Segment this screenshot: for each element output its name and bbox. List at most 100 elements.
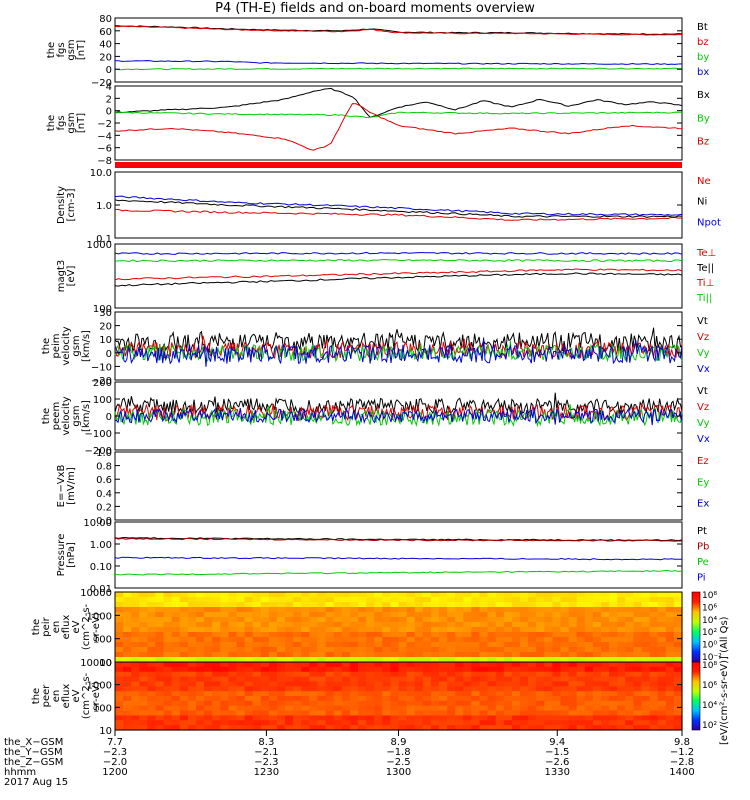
spectrogram-cell [236,657,246,663]
spectrogram-cell [236,647,246,653]
spectrogram-cell [584,607,594,613]
spectrogram-cell [592,642,602,648]
spectrogram-cell [374,602,383,608]
spectrogram-cell [333,637,343,643]
spectrogram-cell [115,676,124,683]
spectrogram-cell [268,627,278,633]
spectrogram-cell [123,662,132,668]
spectrogram-cell [641,622,651,628]
spectrogram-cell [260,652,270,658]
spectrogram-cell [268,652,278,658]
spectrogram-cell [123,705,132,712]
spectrogram-cell [439,652,448,658]
y-tick-label: 1.0 [96,448,112,459]
spectrogram-cell [463,686,472,692]
spectrogram-cell [277,592,286,598]
spectrogram-cell [479,696,489,702]
spectrogram-cell [147,642,157,648]
spectrogram-cell [358,671,367,678]
spectrogram-cell [252,700,262,707]
legend-entry: Vx [697,364,710,375]
spectrogram-cell [576,686,586,692]
spectrogram-cell [641,700,651,707]
spectrogram-cell [641,642,651,648]
spectrogram-cell [123,622,132,628]
spectrogram-cell [341,666,351,673]
spectrogram-cell [277,607,286,613]
spectrogram-cell [252,671,262,678]
spectrogram-cell [244,597,254,603]
spectrogram-cell [471,691,481,697]
spectrogram-cell [657,607,667,613]
spectrogram-cell [414,691,424,697]
spectrogram-cell [301,652,310,658]
spectrogram-cell [179,686,189,692]
spectrogram-cell [131,657,140,663]
spectrogram-cell [536,592,545,598]
spectrogram-cell [147,666,157,673]
spectrogram-cell [560,607,570,613]
spectrogram-cell [374,647,383,653]
spectrogram-cell [544,642,553,648]
spectrogram-cell [115,647,124,653]
spectrogram-cell [236,627,246,633]
spectrogram-cell [228,686,238,692]
spectrogram-cell [657,652,667,658]
spectrogram-cell [179,710,189,717]
spectrogram-cell [171,612,181,618]
spectrogram-cell [430,715,440,721]
spectrogram-cell [147,622,157,628]
series-line-ni [114,199,683,218]
spectrogram-cell [366,676,375,683]
spectrogram-cell [520,652,529,658]
spectrogram-cell [293,715,302,721]
spectrogram-cell [536,637,545,643]
spectrogram-cell [609,681,618,687]
spectrogram-cell [552,691,562,697]
spectrogram-cell [155,720,165,726]
spectrogram-cell [536,662,545,668]
y-tick-label: −20 [91,78,112,89]
spectrogram-cell [665,671,675,678]
spectrogram-cell [398,617,408,623]
spectrogram-cell [584,691,594,697]
spectrogram-cell [520,597,529,603]
spectrogram-cell [503,686,513,692]
spectrogram-cell [673,686,683,692]
spectrogram-cell [609,725,618,731]
spectrogram-cell [398,671,408,678]
spectrogram-cell [495,686,505,692]
spectrogram-cell [455,686,464,692]
spectrogram-cell [617,657,626,663]
spectrogram-cell [592,637,602,643]
spectrogram-cell [609,622,618,628]
spectrogram-cell [584,612,594,618]
spectrogram-cell [576,652,586,658]
spectrogram-cell [592,705,602,712]
spectrogram-cell [325,602,335,608]
spectrogram-cell [341,662,351,668]
spectrogram-cell [560,720,570,726]
spectrogram-cell [333,720,343,726]
spectrogram-cell [528,705,537,712]
spectrogram-cell [212,632,221,638]
spectrogram-cell [147,691,157,697]
colorbar-label: [eV/(cm²-s-sr-eV)] (All Qs) [719,616,730,745]
spectrogram-cell [463,696,472,702]
spectrogram-cell [139,622,148,628]
spectrogram-cell [560,622,570,628]
spectrogram-cell [285,696,294,702]
spectrogram-cell [366,710,375,717]
spectrogram-cell [317,647,327,653]
y-axis-label-line: [km/s] [81,330,92,362]
spectrogram-cell [244,637,254,643]
y-axis-label-line: peer [41,684,52,708]
spectrogram-cell [277,622,286,628]
spectrogram-cell [503,710,513,717]
spectrogram-cell [374,666,383,673]
spectrogram-cell [212,696,221,702]
spectrogram-cell [341,622,351,628]
spectrogram-cell [236,691,246,697]
spectrogram-cell [147,671,157,678]
spectrogram-cell [252,607,262,613]
